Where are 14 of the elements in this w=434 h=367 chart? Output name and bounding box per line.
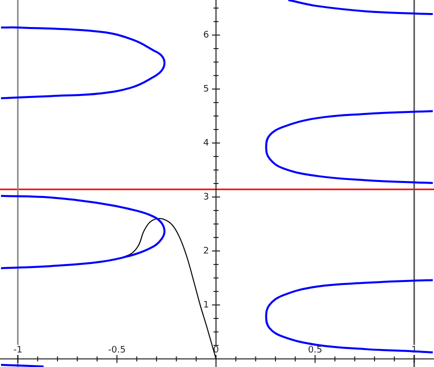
- line-series: [0, 194, 166, 270]
- x-tick-label: 0.5: [308, 346, 322, 356]
- y-tick-label: 2: [203, 246, 210, 256]
- line-series: [265, 110, 434, 184]
- x-tick-label: 0: [213, 346, 220, 356]
- y-tick-label: 3: [203, 192, 210, 202]
- line-series: [287, 0, 434, 16]
- y-tick-label: 5: [203, 84, 210, 94]
- y-tick-label: 4: [203, 138, 210, 148]
- y-tick-label: 1: [203, 300, 210, 310]
- x-tick-label: -1: [13, 346, 22, 356]
- line-series: [0, 26, 166, 100]
- x-tick-label: -0.5: [108, 346, 126, 356]
- y-tick-label: 6: [203, 30, 210, 40]
